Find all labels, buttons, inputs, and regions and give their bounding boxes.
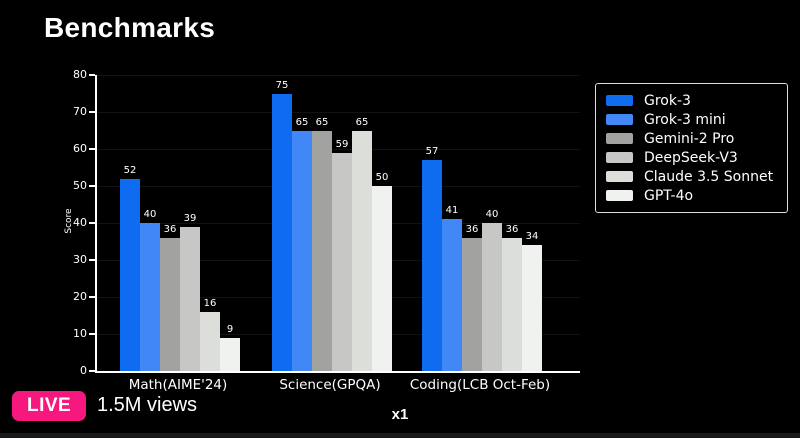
bar-value-label: 34 — [525, 231, 539, 243]
bar: 41 — [442, 205, 462, 371]
bar-value-label: 39 — [183, 212, 197, 224]
legend-item: Grok-3 mini — [606, 111, 773, 128]
page-title: Benchmarks — [44, 12, 216, 43]
chart-legend: Grok-3 Grok-3 mini Gemini-2 Pro DeepSeek-V3… — [595, 83, 789, 213]
legend-item: Claude 3.5 Sonnet — [606, 168, 773, 185]
bar-value-label: 59 — [335, 138, 349, 150]
y-axis-tick-label: 70 — [73, 105, 87, 118]
live-badge: LIVE — [12, 391, 87, 421]
y-axis-tick-mark — [89, 296, 95, 298]
benchmark-bar-chart: 52 40 36 39 16 9 75 65 65 59 65 50 57 41 36 40 36 34 — [95, 75, 580, 373]
y-axis-tick-label: 40 — [73, 216, 87, 229]
bar: 34 — [522, 231, 542, 371]
x-axis-category-label: Science(GPQA) — [279, 377, 381, 393]
bar-value-label: 36 — [465, 223, 479, 235]
y-axis-tick-mark — [89, 111, 95, 113]
bar: 57 — [422, 146, 442, 371]
y-axis-tick-label: 50 — [73, 179, 87, 192]
bar-value-label: 65 — [315, 116, 329, 128]
legend-item: GPT-4o — [606, 187, 773, 204]
bar: 36 — [462, 224, 482, 371]
y-axis-tick-mark — [89, 370, 95, 372]
bar: 65 — [352, 117, 372, 371]
y-axis-tick-mark — [89, 148, 95, 150]
bar-value-label: 36 — [163, 223, 177, 235]
bar-value-label: 52 — [123, 164, 137, 176]
bar-value-label: 65 — [295, 116, 309, 128]
y-axis-tick-label: 0 — [80, 364, 87, 377]
y-axis-tick-mark — [89, 74, 95, 76]
legend-label: DeepSeek-V3 — [644, 149, 738, 166]
bar-value-label: 57 — [425, 146, 439, 158]
y-axis-tick-mark — [89, 333, 95, 335]
legend-swatch — [606, 171, 633, 182]
legend-swatch — [606, 133, 633, 144]
bar-value-label: 41 — [445, 205, 459, 217]
bar: 65 — [292, 117, 312, 371]
legend-item: Gemini-2 Pro — [606, 130, 773, 147]
bar-value-label: 40 — [485, 209, 499, 220]
y-axis-tick-mark — [89, 259, 95, 261]
legend-label: GPT-4o — [644, 187, 694, 204]
legend-label: Grok-3 mini — [644, 111, 726, 128]
bar-value-label: 36 — [505, 223, 519, 235]
bar-value-label: 50 — [375, 172, 389, 183]
x-axis-category-label: Coding(LCB Oct-Feb) — [409, 377, 551, 393]
bar: 9 — [220, 324, 240, 371]
legend-label: Grok-3 — [644, 92, 691, 109]
bar-value-label: 65 — [355, 116, 369, 128]
bar: 16 — [200, 298, 220, 371]
y-axis-tick-mark — [89, 222, 95, 224]
y-axis-tick-label: 30 — [73, 253, 87, 266]
y-axis-tick-label: 20 — [73, 290, 87, 303]
legend-swatch — [606, 190, 633, 201]
bottom-bar — [0, 433, 800, 438]
view-count: 1.5M views — [97, 394, 198, 416]
bar: 50 — [372, 172, 392, 371]
bar: 36 — [160, 224, 180, 371]
bar-group-1: 52 40 36 39 16 9 — [120, 165, 240, 371]
bar: 36 — [502, 224, 522, 371]
bar-value-label: 40 — [143, 209, 157, 220]
bar: 40 — [482, 209, 502, 371]
bar-value-label: 16 — [203, 297, 217, 309]
bar-value-label: 75 — [275, 79, 289, 91]
y-axis-tick-label: 80 — [73, 68, 87, 81]
legend-label: Gemini-2 Pro — [644, 130, 735, 147]
y-axis-tick-label: 60 — [73, 142, 87, 155]
bar: 65 — [312, 117, 332, 371]
y-axis-tick-label: 10 — [73, 327, 87, 340]
bar: 59 — [332, 139, 352, 371]
bar-group-2: 75 65 65 59 65 50 — [272, 80, 392, 371]
bar: 75 — [272, 80, 292, 371]
legend-swatch — [606, 95, 633, 106]
bar: 52 — [120, 165, 140, 371]
legend-item: Grok-3 — [606, 92, 773, 109]
bar-value-label: 9 — [226, 323, 234, 335]
legend-swatch — [606, 152, 633, 163]
y-axis-tick-mark — [89, 185, 95, 187]
bar: 39 — [180, 213, 200, 371]
bar-group-3: 57 41 36 40 36 34 — [422, 146, 542, 371]
bar: 40 — [140, 209, 160, 371]
legend-label: Claude 3.5 Sonnet — [644, 168, 774, 185]
legend-item: DeepSeek-V3 — [606, 149, 773, 166]
x-axis-category-label: Math(AIME'24) — [128, 377, 228, 393]
legend-swatch — [606, 114, 633, 125]
xai-logo: x1 — [391, 406, 409, 423]
